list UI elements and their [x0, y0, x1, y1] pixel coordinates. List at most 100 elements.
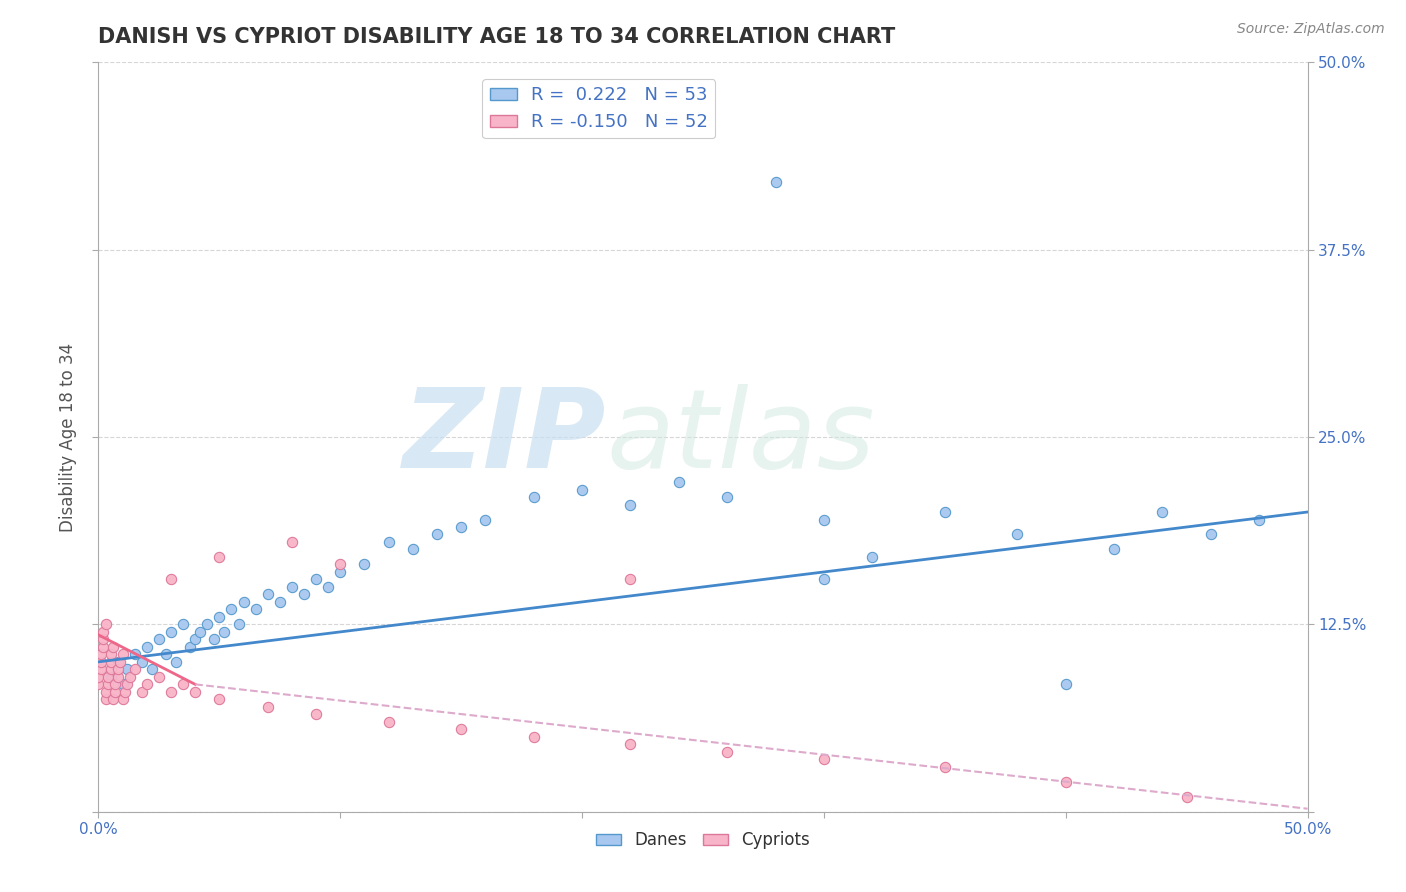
Point	[1249, 512, 1271, 526]
Point	[377, 714, 399, 729]
Point	[160, 573, 183, 587]
Point	[100, 648, 122, 662]
Point	[1007, 527, 1029, 541]
Point	[90, 648, 112, 662]
Point	[114, 685, 136, 699]
Point	[100, 670, 122, 684]
Point	[256, 699, 278, 714]
Point	[108, 655, 131, 669]
Point	[131, 655, 153, 669]
Point	[353, 558, 375, 572]
Point	[148, 632, 170, 647]
Point	[450, 723, 472, 737]
Point	[195, 617, 218, 632]
Point	[212, 624, 235, 639]
Point	[97, 670, 120, 684]
Point	[208, 692, 231, 706]
Point	[160, 624, 183, 639]
Point	[765, 175, 787, 189]
Point	[813, 512, 835, 526]
Point	[94, 685, 117, 699]
Point	[100, 655, 122, 669]
Point	[87, 670, 110, 684]
Point	[474, 512, 496, 526]
Point	[619, 498, 641, 512]
Point	[107, 655, 129, 669]
Point	[523, 490, 546, 504]
Point	[281, 535, 304, 549]
Point	[256, 587, 278, 601]
Point	[329, 565, 352, 579]
Point	[155, 648, 177, 662]
Text: DANISH VS CYPRIOT DISABILITY AGE 18 TO 34 CORRELATION CHART: DANISH VS CYPRIOT DISABILITY AGE 18 TO 3…	[98, 27, 896, 47]
Point	[619, 737, 641, 751]
Point	[716, 490, 738, 504]
Point	[232, 595, 254, 609]
Point	[179, 640, 201, 654]
Point	[1054, 774, 1077, 789]
Point	[111, 677, 134, 691]
Point	[305, 573, 328, 587]
Point	[101, 692, 124, 706]
Point	[141, 662, 163, 676]
Point	[184, 632, 207, 647]
Point	[91, 632, 114, 647]
Point	[131, 685, 153, 699]
Point	[90, 655, 112, 669]
Point	[111, 692, 134, 706]
Point	[104, 685, 127, 699]
Legend: Danes, Cypriots: Danes, Cypriots	[589, 824, 817, 855]
Point	[135, 640, 157, 654]
Point	[1102, 542, 1125, 557]
Point	[402, 542, 425, 557]
Point	[377, 535, 399, 549]
Point	[111, 648, 134, 662]
Point	[619, 573, 641, 587]
Point	[208, 610, 231, 624]
Point	[329, 558, 352, 572]
Point	[117, 677, 139, 691]
Point	[1175, 789, 1198, 804]
Point	[101, 640, 124, 654]
Point	[124, 648, 146, 662]
Point	[450, 520, 472, 534]
Point	[934, 505, 956, 519]
Point	[97, 677, 120, 691]
Point	[668, 475, 690, 489]
Point	[91, 640, 114, 654]
Point	[292, 587, 315, 601]
Point	[316, 580, 339, 594]
Point	[1199, 527, 1222, 541]
Point	[934, 760, 956, 774]
Point	[1054, 677, 1077, 691]
Point	[184, 685, 207, 699]
Point	[148, 670, 170, 684]
Point	[426, 527, 449, 541]
Point	[245, 602, 267, 616]
Point	[107, 670, 129, 684]
Point	[716, 745, 738, 759]
Point	[165, 655, 187, 669]
Point	[160, 685, 183, 699]
Point	[172, 617, 194, 632]
Point	[228, 617, 250, 632]
Point	[90, 662, 112, 676]
Text: ZIP: ZIP	[402, 384, 606, 491]
Text: Source: ZipAtlas.com: Source: ZipAtlas.com	[1237, 22, 1385, 37]
Point	[1152, 505, 1174, 519]
Point	[813, 573, 835, 587]
Point	[118, 670, 141, 684]
Point	[523, 730, 546, 744]
Point	[104, 677, 127, 691]
Point	[269, 595, 291, 609]
Point	[87, 677, 110, 691]
Point	[860, 549, 883, 564]
Point	[91, 624, 114, 639]
Point	[100, 662, 122, 676]
Point	[117, 662, 139, 676]
Point	[305, 707, 328, 722]
Y-axis label: Disability Age 18 to 34: Disability Age 18 to 34	[59, 343, 77, 532]
Point	[204, 632, 226, 647]
Point	[221, 602, 243, 616]
Point	[188, 624, 211, 639]
